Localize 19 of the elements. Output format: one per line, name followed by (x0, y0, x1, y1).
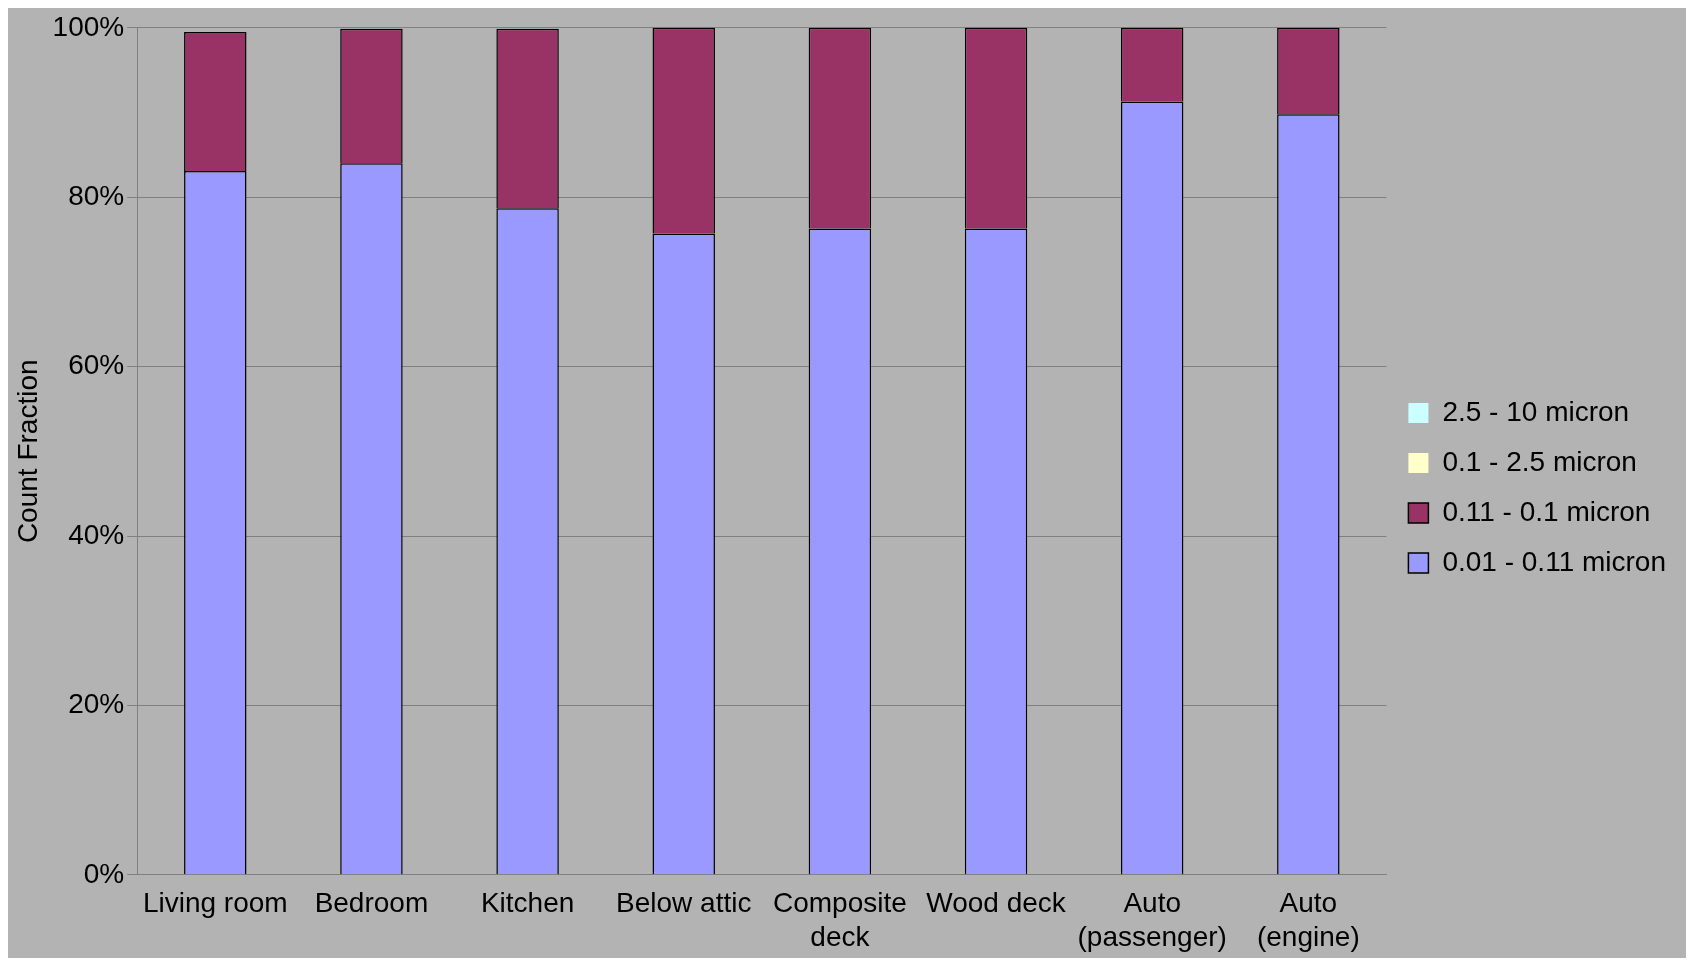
y-tick-label: 0% (83, 857, 125, 889)
x-tick-label: Bedroom (314, 887, 429, 919)
x-tick-label: Auto (engine) (1256, 887, 1360, 952)
y-tick-label: 40% (68, 518, 125, 550)
x-tick-label: Kitchen (480, 887, 575, 919)
legend-label: 0.01 - 0.11 micron (1442, 545, 1666, 577)
legend-label: 0.1 - 2.5 micron (1442, 445, 1637, 477)
y-tick-label: 80% (68, 179, 125, 211)
y-tick-label: 20% (68, 688, 125, 720)
x-tick-label: Living room (142, 887, 288, 919)
y-tick-label: 100% (52, 10, 125, 42)
x-tick-label: Wood deck (926, 887, 1067, 919)
y-tick-label: 60% (68, 349, 125, 381)
legend-label: 2.5 - 10 micron (1442, 395, 1630, 427)
legend-label: 0.11 - 0.1 micron (1442, 495, 1651, 527)
x-tick-label: Below attic (616, 887, 752, 919)
y-axis-title: Count Fraction (11, 359, 43, 544)
x-tick-label: Composite deck (772, 887, 907, 952)
x-tick-label: Auto (passenger) (1077, 887, 1227, 952)
